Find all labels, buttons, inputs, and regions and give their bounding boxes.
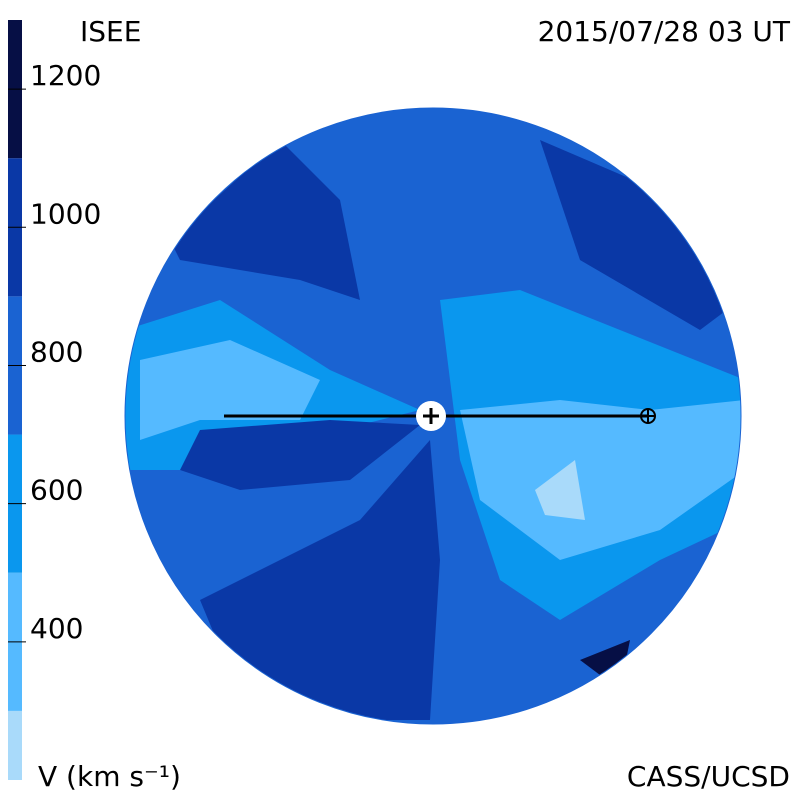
- disk-edge: [124, 107, 742, 725]
- sun-marker: [423, 408, 439, 424]
- colorbar-band: [8, 710, 22, 780]
- credit: CASS/UCSD: [627, 760, 790, 793]
- timestamp: 2015/07/28 03 UT: [538, 15, 791, 48]
- colorbar-tick-label: 800: [30, 335, 83, 368]
- colorbar-tick-label: 400: [30, 612, 83, 645]
- colorbar-tick-label: 1000: [30, 197, 101, 230]
- colorbar-tick-label: 600: [30, 474, 83, 507]
- colorbar-label: V (km s⁻¹): [38, 760, 181, 793]
- title: ISEE: [80, 15, 141, 48]
- earth-marker: [641, 409, 655, 423]
- colorbar-tick-label: 1200: [30, 59, 101, 92]
